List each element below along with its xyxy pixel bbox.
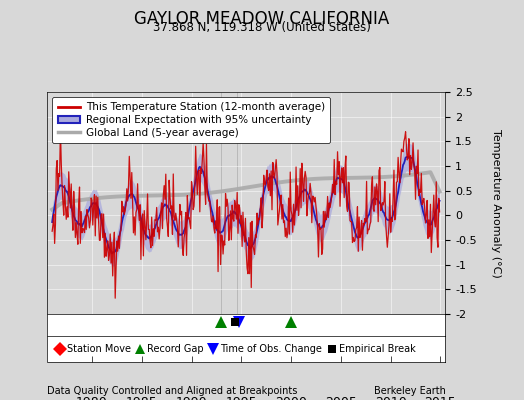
Text: 37.868 N, 119.318 W (United States): 37.868 N, 119.318 W (United States) (153, 21, 371, 34)
Y-axis label: Temperature Anomaly (°C): Temperature Anomaly (°C) (490, 129, 500, 277)
Text: Data Quality Controlled and Aligned at Breakpoints: Data Quality Controlled and Aligned at B… (47, 386, 298, 396)
Text: Berkeley Earth: Berkeley Earth (374, 386, 445, 396)
Legend: This Temperature Station (12-month average), Regional Expectation with 95% uncer: This Temperature Station (12-month avera… (52, 97, 330, 143)
Legend: Station Move, Record Gap, Time of Obs. Change, Empirical Break: Station Move, Record Gap, Time of Obs. C… (52, 340, 419, 358)
Text: GAYLOR MEADOW CALIFORNIA: GAYLOR MEADOW CALIFORNIA (134, 10, 390, 28)
